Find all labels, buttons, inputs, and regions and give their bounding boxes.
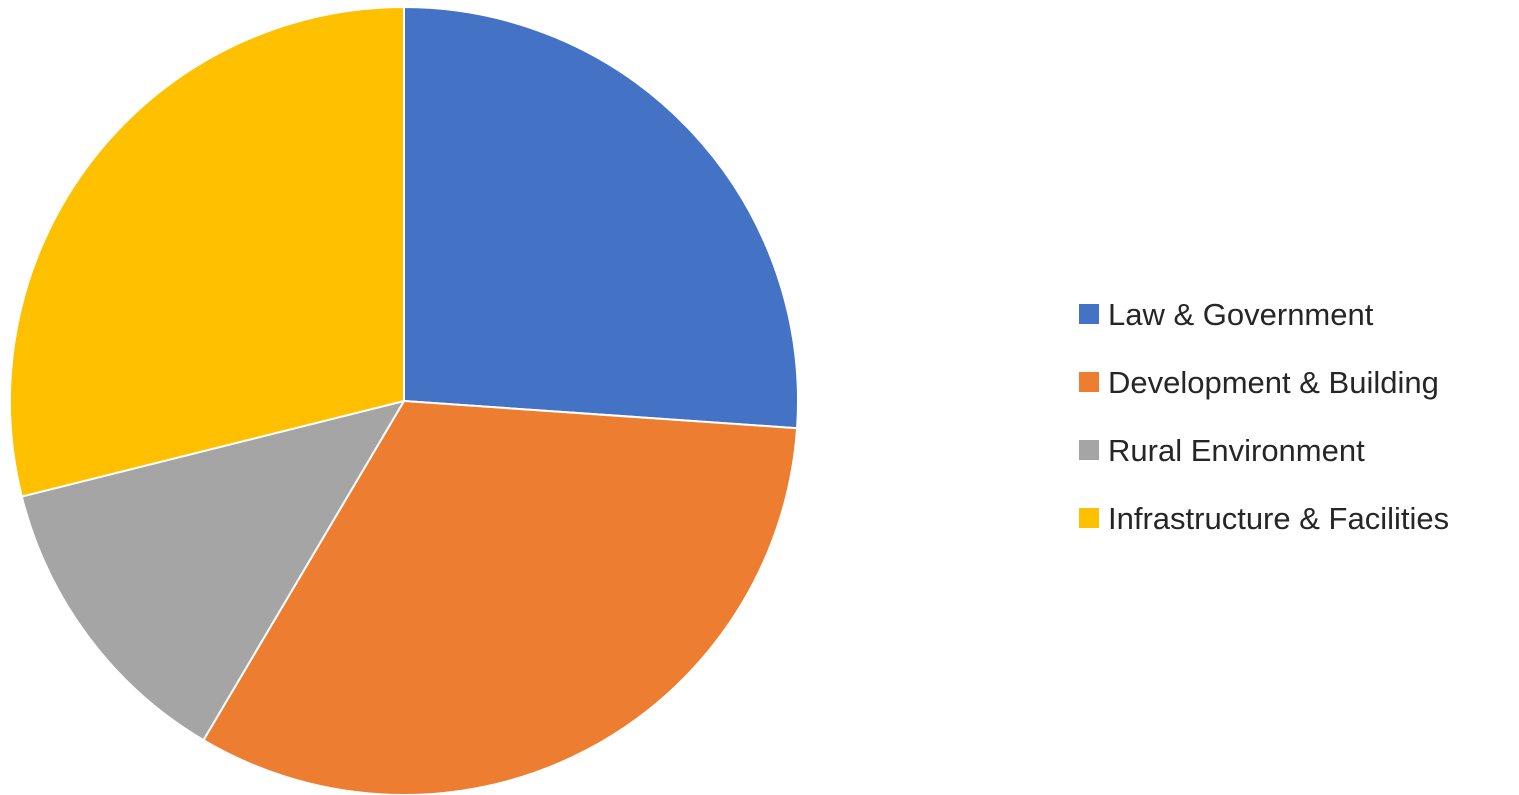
pie-slice-infrastructure-facilities (9, 6, 405, 498)
pie-slice-rural-environment (20, 400, 405, 742)
legend-swatch-development-building (1079, 372, 1099, 392)
legend-swatch-law-government (1079, 304, 1099, 324)
legend-label-development-building: Development & Building (1108, 364, 1439, 400)
legend-label-infrastructure-facilities: Infrastructure & Facilities (1108, 500, 1450, 536)
legend-item-rural-environment: Rural Environment (1079, 416, 1509, 484)
pie-slice-law-government (403, 6, 799, 430)
legend-swatch-infrastructure-facilities (1079, 508, 1099, 528)
legend-item-development-building: Development & Building (1079, 348, 1509, 416)
legend-label-law-government: Law & Government (1108, 296, 1374, 332)
legend-item-law-government: Law & Government (1079, 280, 1509, 348)
pie-slices (9, 6, 799, 795)
legend: Law & Government Development & Building … (1079, 280, 1509, 552)
pie-slice-development-building (202, 400, 799, 795)
legend-label-rural-environment: Rural Environment (1108, 432, 1365, 468)
legend-item-infrastructure-facilities: Infrastructure & Facilities (1079, 484, 1509, 552)
legend-swatch-rural-environment (1079, 440, 1099, 460)
